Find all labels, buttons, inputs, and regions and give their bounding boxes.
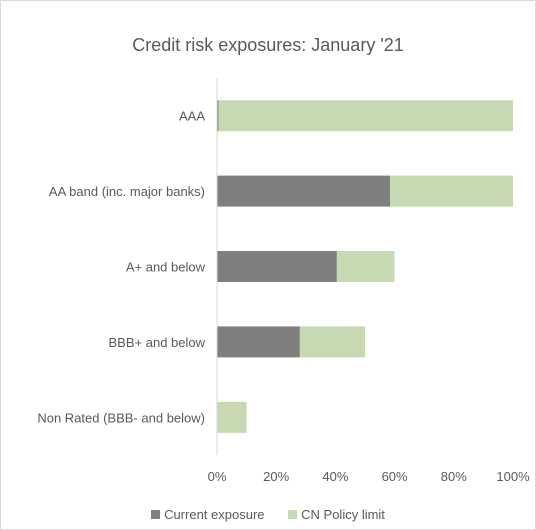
bar-current-exposure-3	[217, 326, 300, 358]
bar-current-exposure-0	[217, 100, 219, 132]
x-tick-label-1: 20%	[263, 469, 289, 484]
legend-label-current-exposure: Current exposure	[164, 507, 265, 522]
legend-swatch-current-exposure	[151, 510, 161, 519]
bar-current-exposure-1	[217, 175, 391, 207]
bar-cn-policy-limit-1	[390, 175, 513, 207]
legend-label-cn-policy-limit: CN Policy limit	[301, 507, 385, 522]
legend: Current exposure CN Policy limit	[0, 507, 536, 522]
legend-item-cn-policy-limit: CN Policy limit	[288, 507, 385, 522]
category-label-0: AAA	[179, 109, 205, 124]
chart-title: Credit risk exposures: January '21	[132, 35, 404, 55]
x-tick-label-5: 100%	[496, 469, 530, 484]
bar-current-exposure-2	[217, 251, 337, 282]
bar-cn-policy-limit-3	[299, 326, 365, 358]
category-label-3: BBB+ and below	[109, 335, 206, 350]
bar-cn-policy-limit-4	[217, 401, 247, 433]
category-label-4: Non Rated (BBB- and below)	[37, 410, 205, 425]
bar-cn-policy-limit-0	[218, 100, 514, 132]
bar-cn-policy-limit-2	[336, 251, 395, 282]
legend-item-current-exposure: Current exposure	[151, 507, 265, 522]
x-tick-label-0: 0%	[208, 469, 227, 484]
category-label-2: A+ and below	[126, 260, 206, 275]
legend-swatch-cn-policy-limit	[288, 510, 298, 519]
x-tick-label-4: 80%	[441, 469, 467, 484]
category-label-1: AA band (inc. major banks)	[49, 184, 205, 199]
x-tick-label-3: 60%	[382, 469, 408, 484]
x-tick-label-2: 40%	[322, 469, 348, 484]
